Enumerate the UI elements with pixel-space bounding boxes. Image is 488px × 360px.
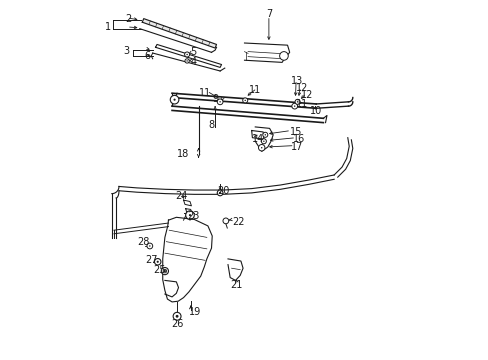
Text: 19: 19 [188, 307, 201, 317]
Circle shape [154, 258, 161, 265]
Circle shape [294, 99, 300, 104]
Text: 5: 5 [190, 46, 196, 57]
Text: 6: 6 [143, 51, 150, 61]
Circle shape [242, 98, 247, 103]
Circle shape [293, 105, 295, 107]
Circle shape [163, 269, 166, 273]
Circle shape [258, 144, 264, 151]
Text: 14: 14 [251, 134, 264, 144]
Circle shape [173, 312, 181, 320]
Circle shape [219, 101, 221, 103]
Text: 16: 16 [292, 134, 305, 144]
Polygon shape [227, 259, 243, 280]
Text: 20: 20 [216, 186, 229, 197]
Circle shape [188, 214, 191, 216]
Polygon shape [163, 217, 212, 302]
Text: 12: 12 [301, 90, 313, 100]
Circle shape [291, 103, 297, 109]
Text: 18: 18 [177, 149, 189, 159]
Text: 1: 1 [105, 22, 111, 32]
Circle shape [263, 140, 264, 142]
Text: 4: 4 [190, 57, 196, 67]
Circle shape [217, 99, 223, 105]
Polygon shape [183, 200, 191, 206]
Circle shape [184, 59, 189, 63]
Circle shape [279, 51, 287, 60]
Circle shape [262, 132, 267, 137]
Circle shape [217, 190, 223, 196]
Polygon shape [185, 209, 192, 215]
Text: 9: 9 [212, 94, 218, 104]
Text: 8: 8 [208, 121, 214, 130]
Polygon shape [251, 131, 264, 139]
Circle shape [186, 54, 187, 55]
Circle shape [296, 101, 298, 103]
Circle shape [223, 218, 228, 224]
Circle shape [170, 95, 179, 104]
Circle shape [244, 100, 245, 101]
Text: 11: 11 [248, 85, 261, 95]
Circle shape [163, 270, 165, 272]
Text: 28: 28 [137, 237, 149, 247]
Text: 23: 23 [187, 211, 200, 221]
Circle shape [261, 147, 262, 148]
Text: 3: 3 [123, 46, 129, 56]
Circle shape [219, 192, 221, 194]
Text: 2: 2 [125, 14, 131, 24]
Text: 17: 17 [291, 142, 303, 152]
Circle shape [264, 134, 265, 135]
Circle shape [161, 267, 168, 275]
Circle shape [147, 243, 152, 249]
Text: 21: 21 [230, 280, 243, 290]
Text: 12: 12 [295, 83, 307, 93]
Text: 27: 27 [145, 255, 157, 265]
Circle shape [184, 52, 189, 57]
Circle shape [149, 245, 150, 247]
Text: 15: 15 [289, 127, 302, 137]
Text: 13: 13 [291, 76, 303, 86]
Circle shape [156, 261, 159, 263]
Text: 24: 24 [175, 191, 187, 201]
Circle shape [186, 60, 187, 62]
Circle shape [261, 139, 266, 144]
Polygon shape [244, 43, 289, 62]
Circle shape [175, 315, 178, 318]
Polygon shape [164, 280, 178, 297]
Circle shape [173, 99, 175, 101]
Circle shape [185, 211, 194, 220]
Text: 11: 11 [199, 88, 211, 98]
Text: 26: 26 [170, 319, 183, 329]
Text: 11: 11 [295, 99, 307, 109]
Text: 7: 7 [266, 9, 272, 19]
Text: 10: 10 [309, 106, 322, 116]
Polygon shape [155, 44, 221, 67]
Polygon shape [255, 127, 273, 151]
Text: 22: 22 [231, 217, 244, 226]
Polygon shape [142, 19, 216, 48]
Text: 25: 25 [153, 265, 166, 275]
